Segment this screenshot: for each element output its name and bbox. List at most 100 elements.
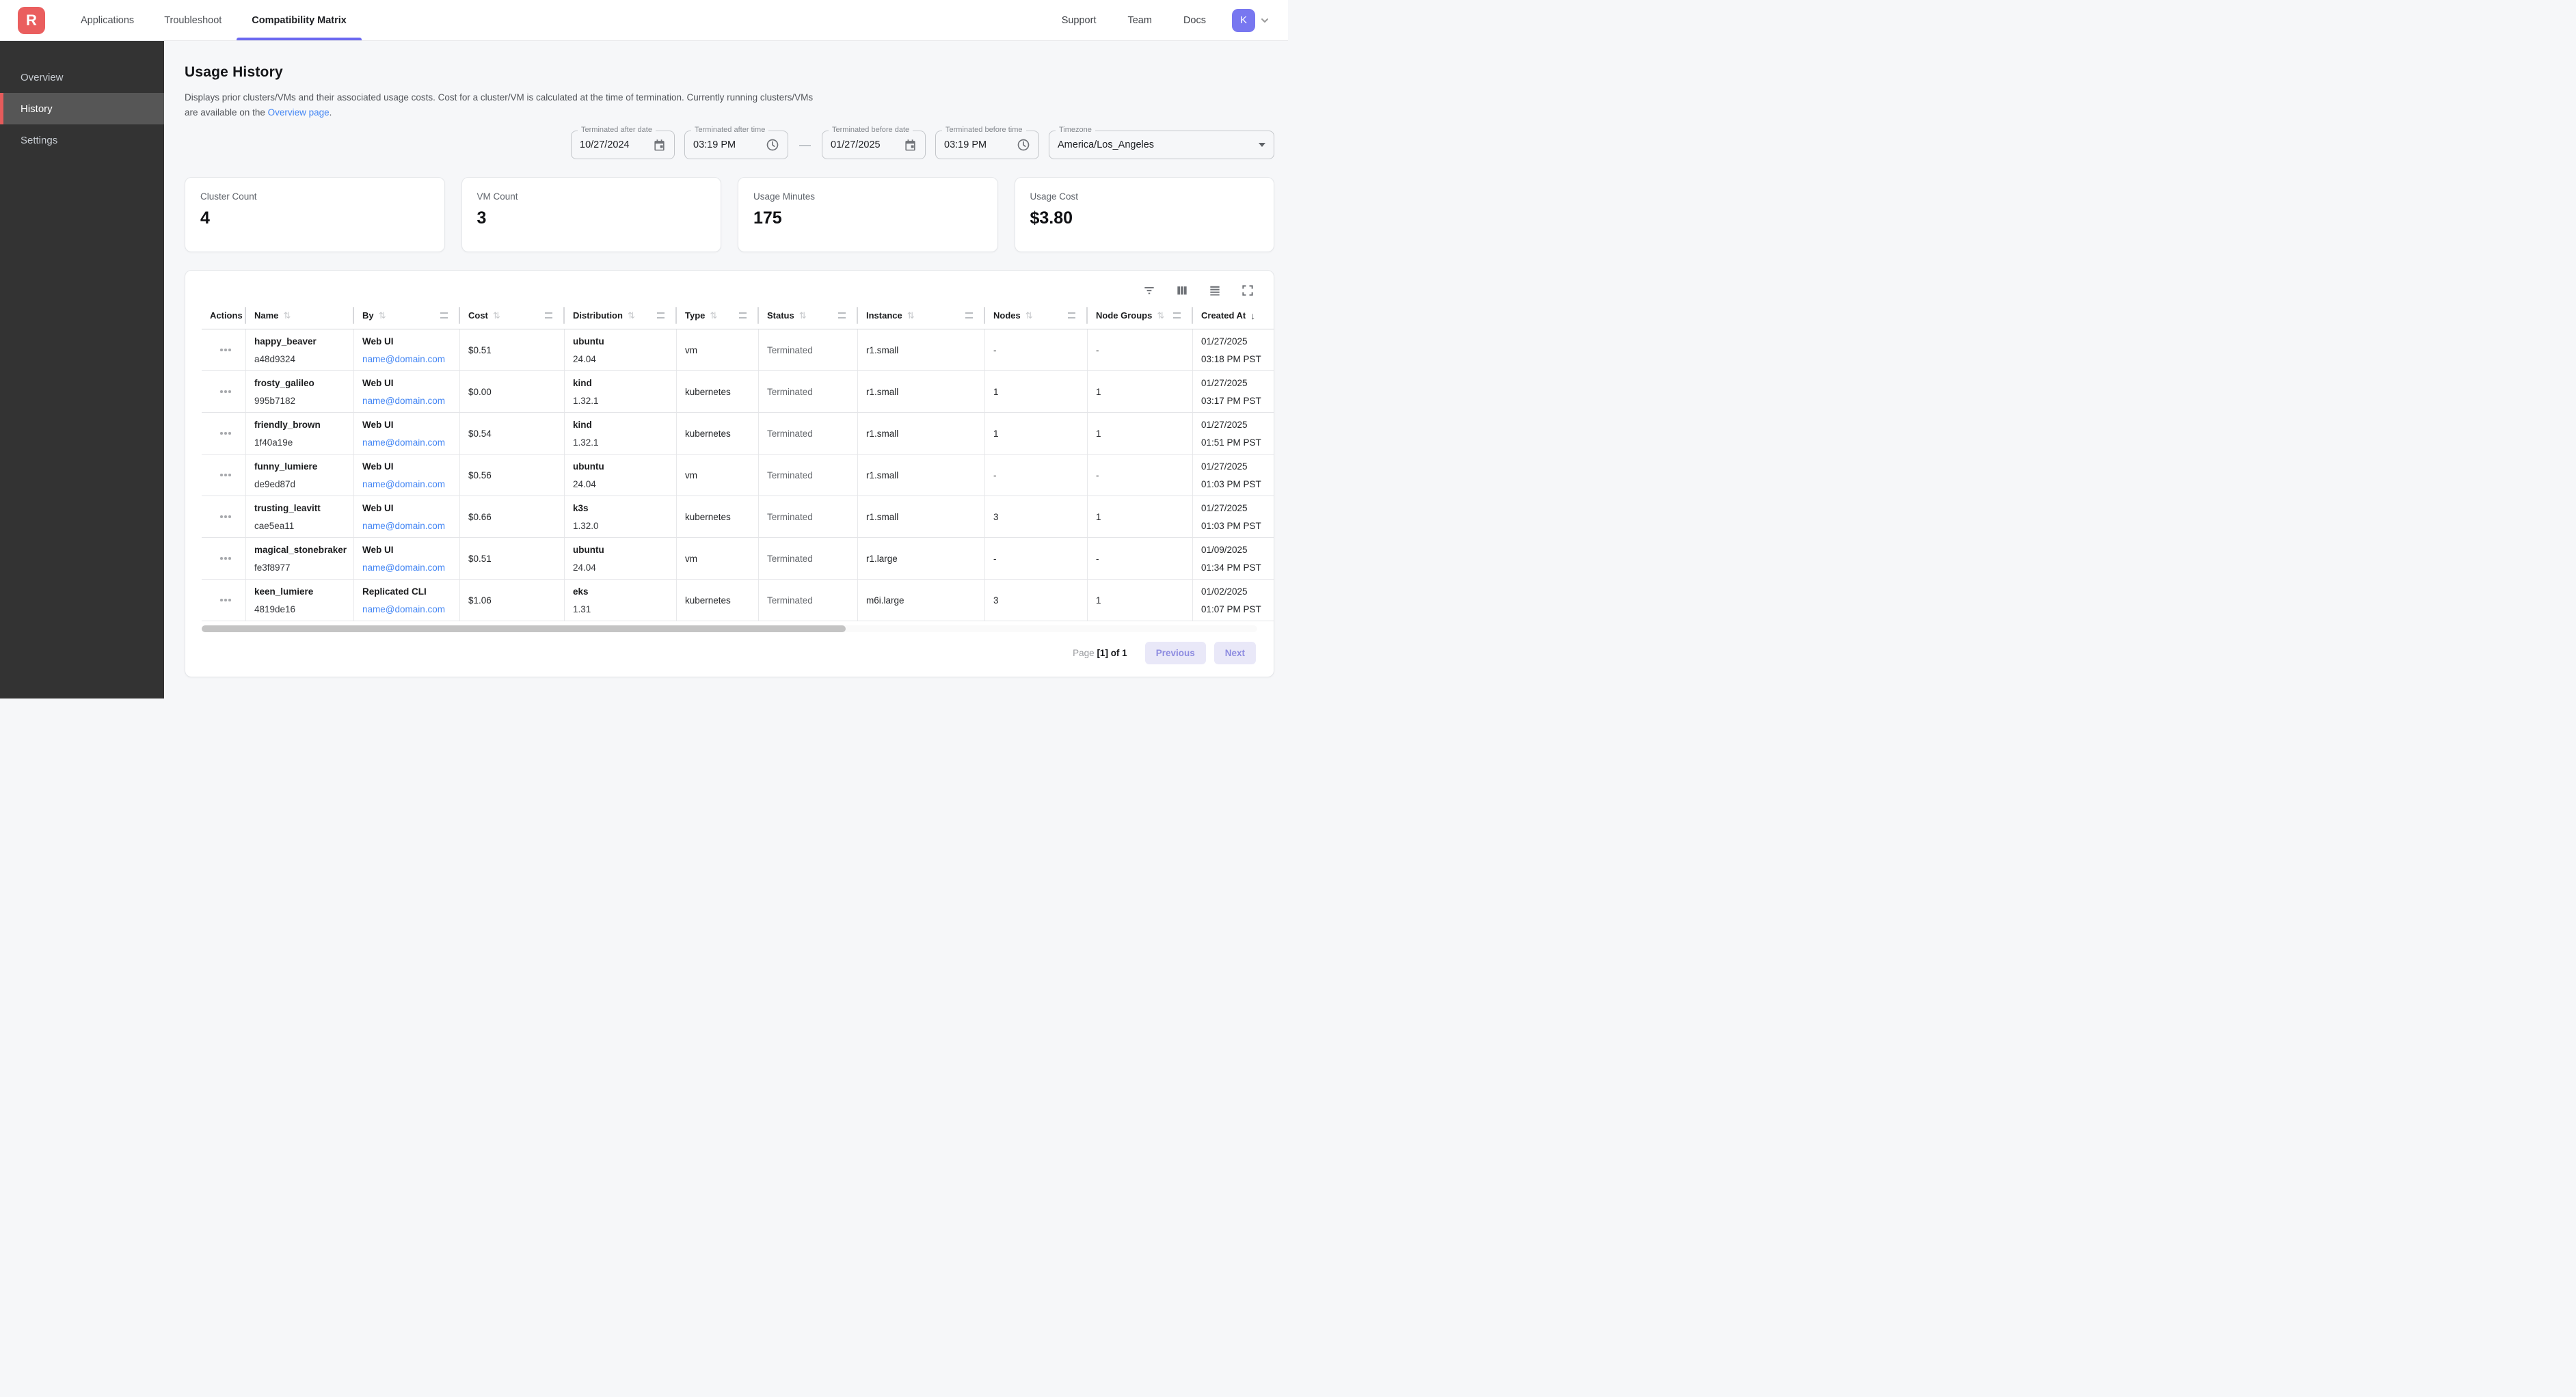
created-by-email-link[interactable]: name@domain.com	[362, 353, 446, 364]
tab-compatibility-matrix[interactable]: Compatibility Matrix	[237, 0, 362, 40]
sort-arrows-icon[interactable]: ⇅	[799, 310, 807, 321]
type-cell: vm	[677, 538, 759, 580]
sort-arrows-icon[interactable]: ⇅	[710, 310, 718, 321]
distribution-name: ubuntu	[573, 544, 604, 555]
terminated-before-time-field[interactable]: Terminated before time 03:19 PM	[935, 126, 1039, 160]
calendar-icon[interactable]	[653, 139, 666, 152]
link-team[interactable]: Team	[1127, 14, 1152, 26]
node-groups-value: -	[1096, 344, 1099, 355]
cluster-name: happy_beaver	[254, 336, 317, 347]
row-actions-ellipsis-icon[interactable]	[216, 386, 235, 397]
sidebar-item-overview[interactable]: Overview	[21, 71, 64, 83]
replicated-logo-icon[interactable]: R	[18, 6, 45, 34]
horizontal-scrollbar-thumb[interactable]	[202, 625, 846, 633]
sort-arrows-icon[interactable]: ⇅	[492, 310, 500, 321]
instance-value: r1.large	[866, 553, 898, 564]
node-groups-cell: 1	[1088, 371, 1193, 413]
pagination: Page [1] of 1 Previous Next	[185, 632, 1274, 677]
created-by-source: Web UI	[362, 336, 394, 347]
filter-icon[interactable]	[1142, 284, 1156, 297]
column-menu-icon[interactable]	[965, 312, 973, 319]
row-actions-ellipsis-icon[interactable]	[216, 553, 235, 564]
column-header-instance[interactable]: Instance ⇅	[858, 302, 985, 329]
column-menu-icon[interactable]	[1068, 312, 1075, 319]
cluster-name: magical_stonebraker	[254, 544, 347, 555]
link-docs[interactable]: Docs	[1183, 14, 1206, 26]
sort-arrows-icon[interactable]: ⇅	[283, 310, 291, 321]
next-page-button[interactable]: Next	[1213, 642, 1256, 665]
stat-card-usage-cost: Usage Cost $3.80	[1014, 177, 1274, 253]
actions-cell	[202, 329, 246, 371]
column-header-node-groups[interactable]: Node Groups ⇅	[1088, 302, 1193, 329]
column-menu-icon[interactable]	[838, 312, 846, 319]
fullscreen-icon[interactable]	[1241, 284, 1255, 297]
sidebar-item-history[interactable]: History	[0, 93, 164, 124]
sort-arrows-icon[interactable]: ⇅	[627, 310, 635, 321]
distribution-cell: kind 1.32.1	[565, 371, 677, 413]
sort-arrows-icon[interactable]: ⇅	[378, 310, 386, 321]
terminated-after-time-field[interactable]: Terminated after time 03:19 PM	[684, 126, 788, 160]
distribution-cell: ubuntu 24.04	[565, 329, 677, 371]
instance-cell: r1.small	[858, 413, 985, 455]
previous-page-button[interactable]: Previous	[1144, 642, 1206, 665]
status-cell: Terminated	[759, 413, 858, 455]
instance-cell: r1.small	[858, 371, 985, 413]
created-time: 03:17 PM PST	[1201, 395, 1261, 406]
cost-value: $1.06	[468, 595, 492, 606]
row-actions-ellipsis-icon[interactable]	[216, 344, 235, 355]
node-groups-value: 1	[1096, 386, 1101, 397]
distribution-version: 1.31	[573, 603, 591, 614]
horizontal-scrollbar-track[interactable]	[202, 625, 1257, 633]
account-menu-button[interactable]: K	[1232, 0, 1270, 40]
terminated-before-date-field[interactable]: Terminated before date 01/27/2025	[822, 126, 926, 160]
column-header-name[interactable]: Name ⇅	[246, 302, 354, 329]
calendar-icon[interactable]	[904, 139, 917, 152]
row-actions-ellipsis-icon[interactable]	[216, 595, 235, 606]
row-actions-ellipsis-icon[interactable]	[216, 511, 235, 522]
column-header-type[interactable]: Type ⇅	[677, 302, 759, 329]
created-by-email-link[interactable]: name@domain.com	[362, 603, 446, 614]
timezone-select[interactable]: Timezone America/Los_Angeles	[1049, 126, 1274, 160]
created-by-source: Replicated CLI	[362, 586, 427, 597]
sorted-desc-arrow-icon[interactable]: ↓	[1250, 310, 1256, 321]
column-menu-icon[interactable]	[657, 312, 665, 319]
row-actions-ellipsis-icon[interactable]	[216, 428, 235, 439]
created-by-email-link[interactable]: name@domain.com	[362, 437, 446, 448]
terminated-after-date-field[interactable]: Terminated after date 10/27/2024	[571, 126, 675, 160]
column-header-nodes[interactable]: Nodes ⇅	[985, 302, 1088, 329]
row-actions-ellipsis-icon[interactable]	[216, 470, 235, 480]
column-header-status[interactable]: Status ⇅	[759, 302, 858, 329]
tab-troubleshoot[interactable]: Troubleshoot	[164, 14, 222, 26]
cost-value: $0.00	[468, 386, 492, 397]
density-icon[interactable]	[1208, 284, 1222, 297]
column-menu-icon[interactable]	[739, 312, 747, 319]
column-header-created-at[interactable]: Created At ↓	[1193, 302, 1274, 329]
clock-icon[interactable]	[766, 138, 779, 152]
column-menu-icon[interactable]	[1173, 312, 1181, 319]
created-by-email-link[interactable]: name@domain.com	[362, 395, 446, 406]
sort-arrows-icon[interactable]: ⇅	[1025, 310, 1033, 321]
columns-icon[interactable]	[1175, 284, 1189, 297]
terminated-after-date-label: Terminated after date	[578, 126, 656, 135]
sort-arrows-icon[interactable]: ⇅	[907, 310, 915, 321]
name-cell: trusting_leavitt cae5ea11	[246, 496, 354, 538]
created-by-email-link[interactable]: name@domain.com	[362, 520, 446, 531]
column-header-distribution[interactable]: Distribution ⇅	[565, 302, 677, 329]
tab-applications[interactable]: Applications	[81, 14, 135, 26]
created-date: 01/27/2025	[1201, 461, 1248, 472]
link-support[interactable]: Support	[1061, 14, 1097, 26]
column-header-cost[interactable]: Cost ⇅	[460, 302, 565, 329]
cluster-id: a48d9324	[254, 353, 296, 364]
clock-icon[interactable]	[1017, 138, 1030, 152]
cost-value: $0.51	[468, 553, 492, 564]
created-by-email-link[interactable]: name@domain.com	[362, 562, 446, 573]
column-header-by[interactable]: By ⇅	[354, 302, 460, 329]
column-menu-icon[interactable]	[545, 312, 552, 319]
created-date: 01/27/2025	[1201, 419, 1248, 430]
overview-page-link[interactable]: Overview page	[267, 107, 330, 118]
sidebar-item-settings[interactable]: Settings	[21, 134, 58, 146]
sort-arrows-icon[interactable]: ⇅	[1157, 310, 1165, 321]
column-menu-icon[interactable]	[440, 312, 448, 319]
created-by-email-link[interactable]: name@domain.com	[362, 478, 446, 489]
sidebar: Overview History Settings	[0, 41, 164, 698]
